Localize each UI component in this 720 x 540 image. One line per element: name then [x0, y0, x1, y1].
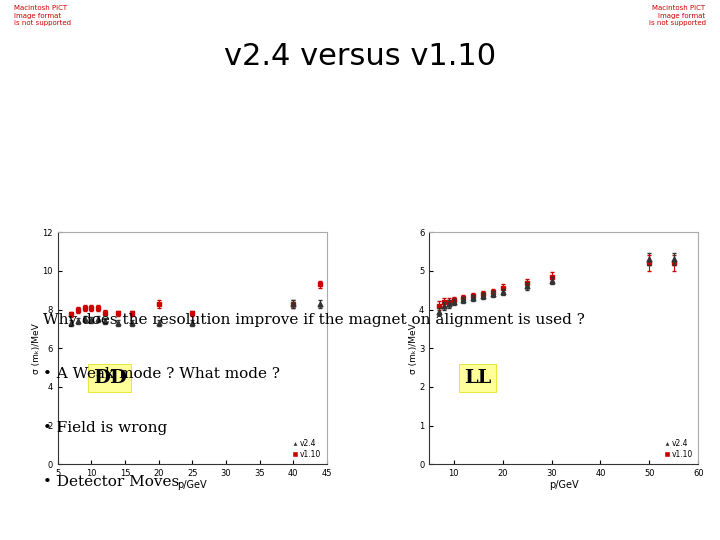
Legend: v2.4, v1.10: v2.4, v1.10 [291, 437, 323, 461]
Text: • A Weak mode ? What mode ?: • A Weak mode ? What mode ? [43, 367, 280, 381]
Text: Macintosh PICT
Image format
is not supported: Macintosh PICT Image format is not suppo… [649, 5, 706, 26]
Y-axis label: σ (mₖ)/MeV: σ (mₖ)/MeV [408, 323, 418, 374]
Text: Why does the resolution improve if the magnet on alignment is used ?: Why does the resolution improve if the m… [43, 313, 585, 327]
Text: • Detector Moves: • Detector Moves [43, 475, 179, 489]
Text: • Field is wrong: • Field is wrong [43, 421, 168, 435]
X-axis label: p/GeV: p/GeV [549, 480, 579, 490]
Text: v2.4 versus v1.10: v2.4 versus v1.10 [224, 42, 496, 71]
Text: Macintosh PICT
Image format
is not supported: Macintosh PICT Image format is not suppo… [14, 5, 71, 26]
Text: DD: DD [93, 369, 127, 387]
X-axis label: p/GeV: p/GeV [177, 480, 207, 490]
Y-axis label: σ (mₖ)/MeV: σ (mₖ)/MeV [32, 323, 41, 374]
Legend: v2.4, v1.10: v2.4, v1.10 [662, 437, 695, 461]
Text: LL: LL [464, 369, 492, 387]
